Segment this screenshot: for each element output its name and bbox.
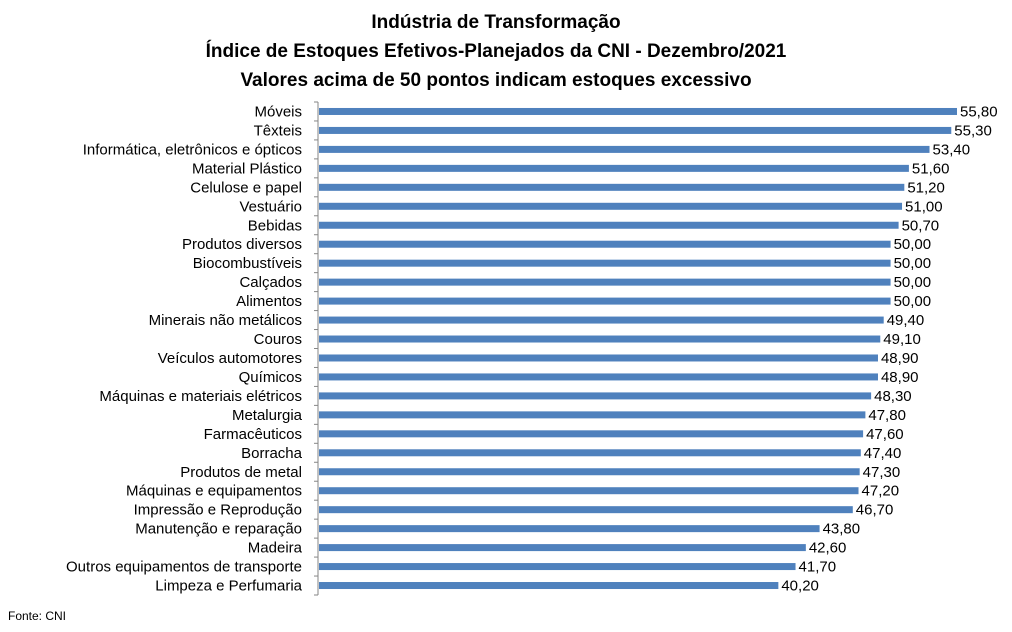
bar xyxy=(319,316,884,324)
category-label: Máquinas e materiais elétricos xyxy=(99,388,302,405)
category-label: Informática, eletrônicos e ópticos xyxy=(83,141,302,158)
data-label: 51,00 xyxy=(905,198,943,215)
data-label: 46,70 xyxy=(856,502,894,519)
data-label: 41,70 xyxy=(799,559,837,576)
data-label: 43,80 xyxy=(823,521,861,538)
bar xyxy=(319,183,905,191)
bar xyxy=(319,411,866,419)
data-label: 50,00 xyxy=(894,274,932,291)
data-label: 55,30 xyxy=(954,122,992,139)
data-label: 50,00 xyxy=(894,236,932,253)
category-label: Couros xyxy=(254,331,302,348)
bar xyxy=(319,240,891,248)
bar xyxy=(319,468,860,476)
category-label: Móveis xyxy=(254,103,302,120)
bar xyxy=(319,202,903,210)
bar xyxy=(319,221,899,229)
category-label: Bebidas xyxy=(248,217,302,234)
category-label: Celulose e papel xyxy=(190,179,302,196)
category-label: Limpeza e Perfumaria xyxy=(155,578,302,595)
data-label: 47,80 xyxy=(868,407,906,424)
category-label: Têxteis xyxy=(254,122,302,139)
data-label: 49,10 xyxy=(883,331,921,348)
bar xyxy=(319,449,861,457)
chart-title-line-2: Índice de Estoques Efetivos-Planejados d… xyxy=(205,41,787,62)
chart-title: Indústria de Transformação Índice de Est… xyxy=(0,8,1012,95)
category-label: Vestuário xyxy=(239,198,302,215)
category-label: Material Plástico xyxy=(192,160,302,177)
category-label: Borracha xyxy=(241,445,303,462)
category-label: Impressão e Reprodução xyxy=(134,502,302,519)
data-label: 50,70 xyxy=(902,217,940,234)
category-label: Biocombustíveis xyxy=(193,255,302,272)
data-label: 51,60 xyxy=(912,160,950,177)
bar xyxy=(319,582,779,590)
bar xyxy=(319,335,881,343)
bar xyxy=(319,563,796,571)
category-label: Farmacêuticos xyxy=(204,426,302,443)
data-label: 53,40 xyxy=(933,141,971,158)
data-label: 47,20 xyxy=(862,483,900,500)
category-label: Alimentos xyxy=(236,293,302,310)
bar xyxy=(319,259,891,267)
category-label: Máquinas e equipamentos xyxy=(126,483,302,500)
category-label: Produtos de metal xyxy=(180,464,302,481)
category-label: Calçados xyxy=(239,274,302,291)
data-label: 48,90 xyxy=(881,350,919,367)
bar xyxy=(319,392,872,400)
category-label: Outros equipamentos de transporte xyxy=(66,559,302,576)
bar xyxy=(319,430,864,438)
data-label: 51,20 xyxy=(907,179,945,196)
bar xyxy=(319,297,891,305)
category-label: Manutenção e reparação xyxy=(135,521,302,538)
bar xyxy=(319,525,820,533)
data-label: 49,40 xyxy=(887,312,925,329)
data-label: 48,90 xyxy=(881,369,919,386)
data-label: 47,60 xyxy=(866,426,904,443)
data-label: 50,00 xyxy=(894,255,932,272)
bar xyxy=(319,506,853,514)
bar xyxy=(319,487,859,495)
data-label: 48,30 xyxy=(874,388,912,405)
data-label: 50,00 xyxy=(894,293,932,310)
data-label: 47,40 xyxy=(864,445,902,462)
category-label: Químicos xyxy=(239,369,302,386)
category-label: Veículos automotores xyxy=(158,350,302,367)
data-label: 42,60 xyxy=(809,540,847,557)
data-label: 47,30 xyxy=(863,464,901,481)
bar xyxy=(319,107,957,115)
category-label: Metalurgia xyxy=(232,407,303,424)
chart-title-line-1: Indústria de Transformação xyxy=(371,12,621,33)
bar xyxy=(319,544,806,552)
bar xyxy=(319,354,878,362)
bar xyxy=(319,126,952,134)
category-label: Madeira xyxy=(248,540,303,557)
source-note: Fonte: CNI xyxy=(8,609,67,623)
bar xyxy=(319,373,878,381)
category-label: Minerais não metálicos xyxy=(149,312,302,329)
data-label: 55,80 xyxy=(960,103,998,120)
bar xyxy=(319,278,891,286)
chart-title-line-3: Valores acima de 50 pontos indicam estoq… xyxy=(240,70,752,91)
bar xyxy=(319,145,930,153)
category-label: Produtos diversos xyxy=(182,236,302,253)
bar xyxy=(319,164,909,172)
data-label: 40,20 xyxy=(781,578,819,595)
